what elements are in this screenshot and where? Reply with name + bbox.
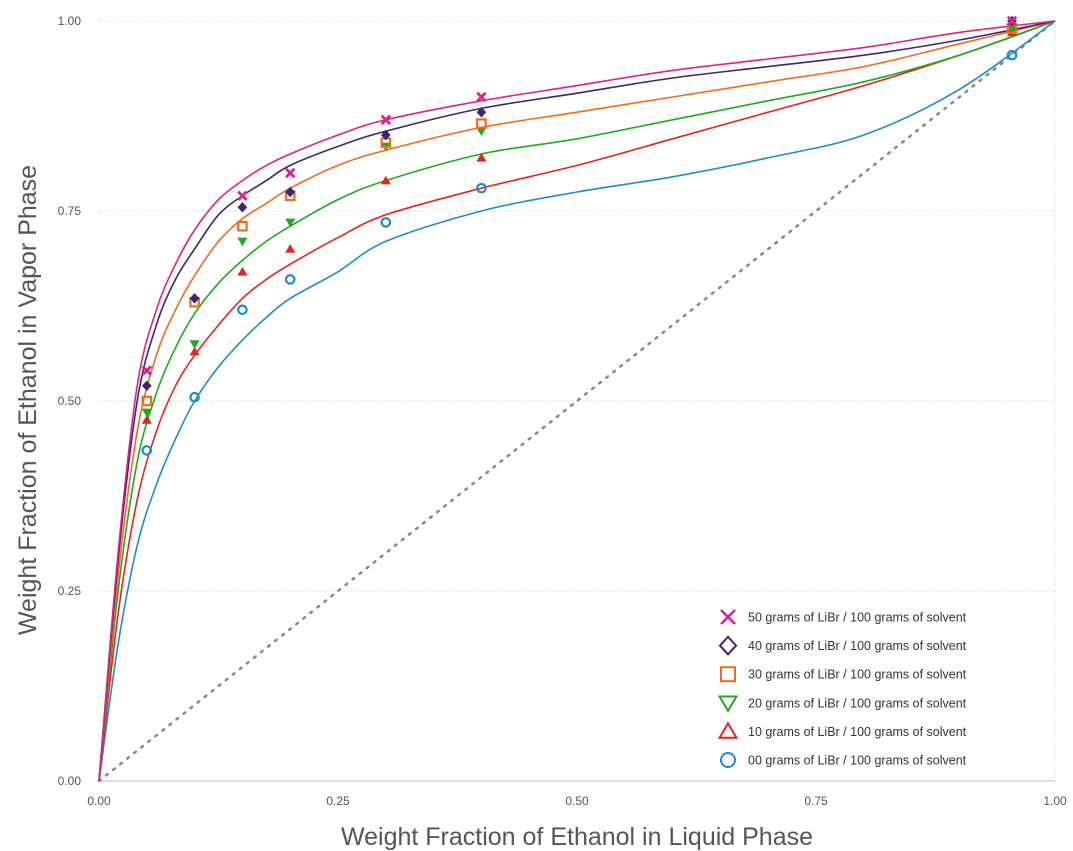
x-tick-label: 0.25 bbox=[326, 794, 350, 808]
legend-label: 10 grams of LiBr / 100 grams of solvent bbox=[748, 725, 967, 739]
legend-label: 40 grams of LiBr / 100 grams of solvent bbox=[748, 639, 967, 653]
legend-marker bbox=[720, 666, 736, 683]
legend-marker bbox=[717, 695, 739, 713]
legend-item: 50 grams of LiBr / 100 grams of solvent bbox=[720, 609, 967, 625]
legend-label: 30 grams of LiBr / 100 grams of solvent bbox=[748, 668, 967, 682]
fit-curve bbox=[98, 20, 1056, 782]
data-point bbox=[284, 274, 296, 285]
data-point bbox=[237, 190, 248, 201]
data-point bbox=[380, 129, 391, 141]
data-point bbox=[189, 346, 200, 356]
reference-diagonal bbox=[97, 19, 1057, 783]
data-point bbox=[237, 201, 248, 213]
data-markers bbox=[141, 15, 1018, 456]
data-point bbox=[189, 293, 200, 304]
data-point bbox=[285, 167, 296, 179]
data-point bbox=[1006, 15, 1018, 27]
data-point bbox=[141, 395, 153, 407]
legend-label: 20 grams of LiBr / 100 grams of solvent bbox=[748, 696, 967, 710]
grid-lines bbox=[99, 20, 1056, 782]
data-point bbox=[141, 380, 152, 392]
fit-curve bbox=[98, 20, 1056, 782]
y-axis-title: Weight Fraction of Ethanol in Vapor Phas… bbox=[14, 165, 42, 635]
x-tick-label: 0.75 bbox=[804, 794, 828, 808]
legend-marker bbox=[717, 721, 739, 739]
legend-marker bbox=[718, 635, 738, 656]
y-tick-label: 1.00 bbox=[58, 14, 82, 28]
legend-item: 40 grams of LiBr / 100 grams of solvent bbox=[718, 635, 967, 656]
diagonal-line bbox=[97, 19, 1057, 783]
data-point bbox=[237, 237, 248, 247]
data-point bbox=[380, 114, 391, 125]
y-tick-label: 0.25 bbox=[58, 584, 82, 598]
legend-item: 20 grams of LiBr / 100 grams of solvent bbox=[717, 695, 967, 713]
data-point bbox=[285, 186, 296, 198]
data-point bbox=[189, 340, 200, 349]
fit-curve bbox=[98, 20, 1056, 782]
x-axis-title: Weight Fraction of Ethanol in Liquid Pha… bbox=[341, 823, 813, 851]
data-point bbox=[476, 182, 487, 194]
data-point bbox=[141, 445, 153, 456]
legend-marker bbox=[720, 752, 736, 768]
y-tick-label: 0.75 bbox=[58, 204, 82, 218]
legend-item: 10 grams of LiBr / 100 grams of solvent bbox=[717, 721, 967, 739]
data-point bbox=[237, 266, 248, 276]
data-point bbox=[141, 365, 152, 376]
data-point bbox=[285, 218, 296, 228]
fit-curve bbox=[98, 20, 1056, 782]
data-point bbox=[237, 304, 248, 316]
legend-label: 50 grams of LiBr / 100 grams of solvent bbox=[748, 611, 967, 625]
x-tick-label: 0.00 bbox=[87, 794, 111, 808]
x-tick-label: 0.50 bbox=[565, 794, 589, 808]
legend-item: 30 grams of LiBr / 100 grams of solvent bbox=[720, 666, 967, 683]
data-point bbox=[141, 415, 152, 424]
legend-marker bbox=[720, 609, 736, 625]
data-point bbox=[141, 408, 152, 418]
data-point bbox=[285, 244, 296, 253]
fit-curve bbox=[98, 20, 1056, 782]
data-point bbox=[476, 152, 487, 162]
data-point bbox=[1006, 49, 1018, 61]
tick-labels: 0.00 0.25 0.50 0.75 1.00 0.00 0.25 0.50 0.75 1.00 bbox=[58, 14, 1067, 808]
y-tick-label: 0.50 bbox=[58, 394, 82, 408]
data-point bbox=[476, 118, 487, 129]
data-point bbox=[476, 91, 487, 103]
legend-label: 00 grams of LiBr / 100 grams of solvent bbox=[748, 754, 967, 768]
data-point bbox=[476, 127, 487, 137]
data-point bbox=[189, 391, 200, 403]
fit-curves bbox=[98, 20, 1056, 782]
legend: 50 grams of LiBr / 100 grams of solvent 4… bbox=[717, 609, 967, 768]
y-tick-label: 0.00 bbox=[58, 774, 82, 788]
x-tick-label: 1.00 bbox=[1043, 794, 1067, 808]
data-point bbox=[237, 220, 248, 232]
legend-item: 00 grams of LiBr / 100 grams of solvent bbox=[720, 752, 967, 768]
data-point bbox=[380, 175, 391, 185]
data-point bbox=[380, 217, 392, 228]
data-point bbox=[1006, 24, 1018, 34]
data-point bbox=[476, 106, 487, 118]
